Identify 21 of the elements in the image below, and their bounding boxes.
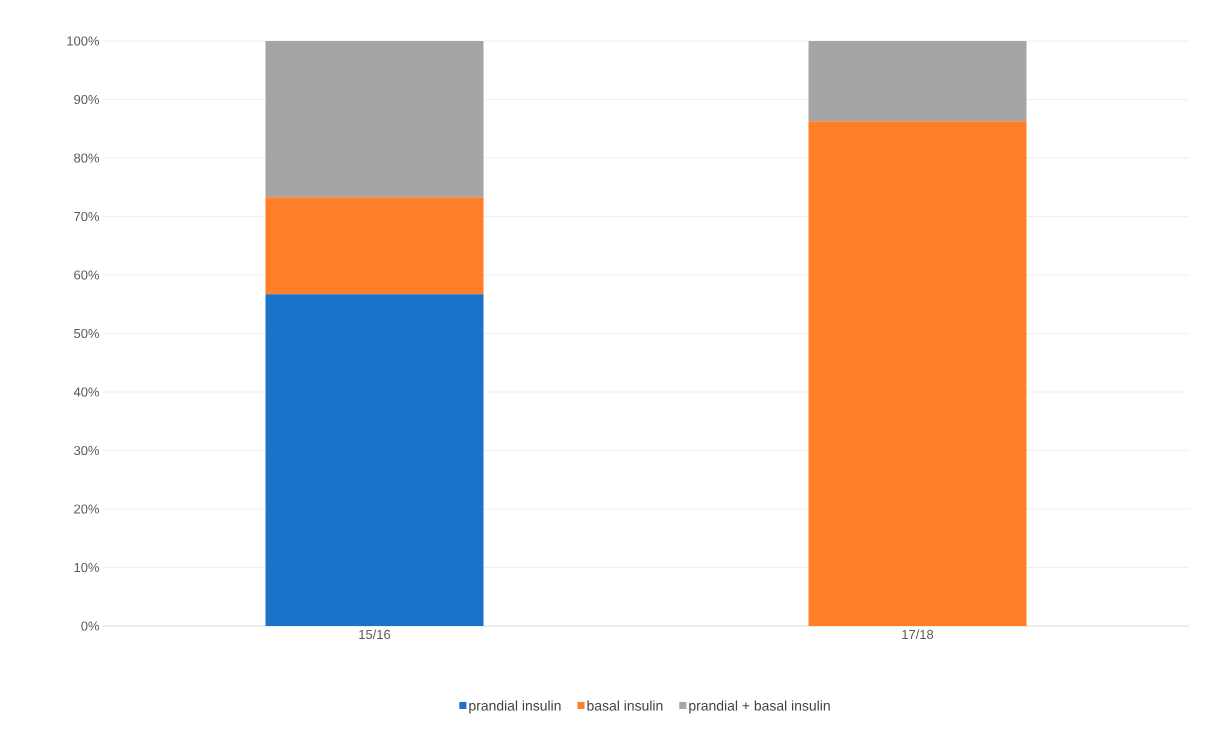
bar: [265, 294, 484, 626]
y-tick-label: 70%: [74, 211, 100, 222]
legend-label: prandial + basal insulin: [689, 700, 830, 714]
y-tick-label: 0%: [81, 621, 100, 631]
legend-label: prandial insulin: [469, 700, 561, 714]
bar: [808, 41, 1027, 122]
bar: [265, 41, 484, 198]
bar: [808, 121, 1027, 626]
y-tick-label: 90%: [74, 94, 100, 105]
y-tick-label: 50%: [74, 328, 100, 339]
y-tick-label: 20%: [74, 504, 100, 514]
legend-label: basal insulin: [587, 700, 663, 711]
y-tick-label: 30%: [74, 445, 100, 456]
y-tick-label: 100%: [67, 36, 100, 46]
x-tick-label: 17/18: [902, 629, 934, 640]
y-tick-label: 10%: [74, 562, 100, 573]
y-tick-label: 40%: [73, 387, 100, 397]
bar: [265, 197, 484, 295]
y-tick-label: 80%: [74, 153, 100, 163]
x-tick-label: 15/16: [359, 629, 391, 640]
y-tick-label: 60%: [74, 270, 100, 280]
